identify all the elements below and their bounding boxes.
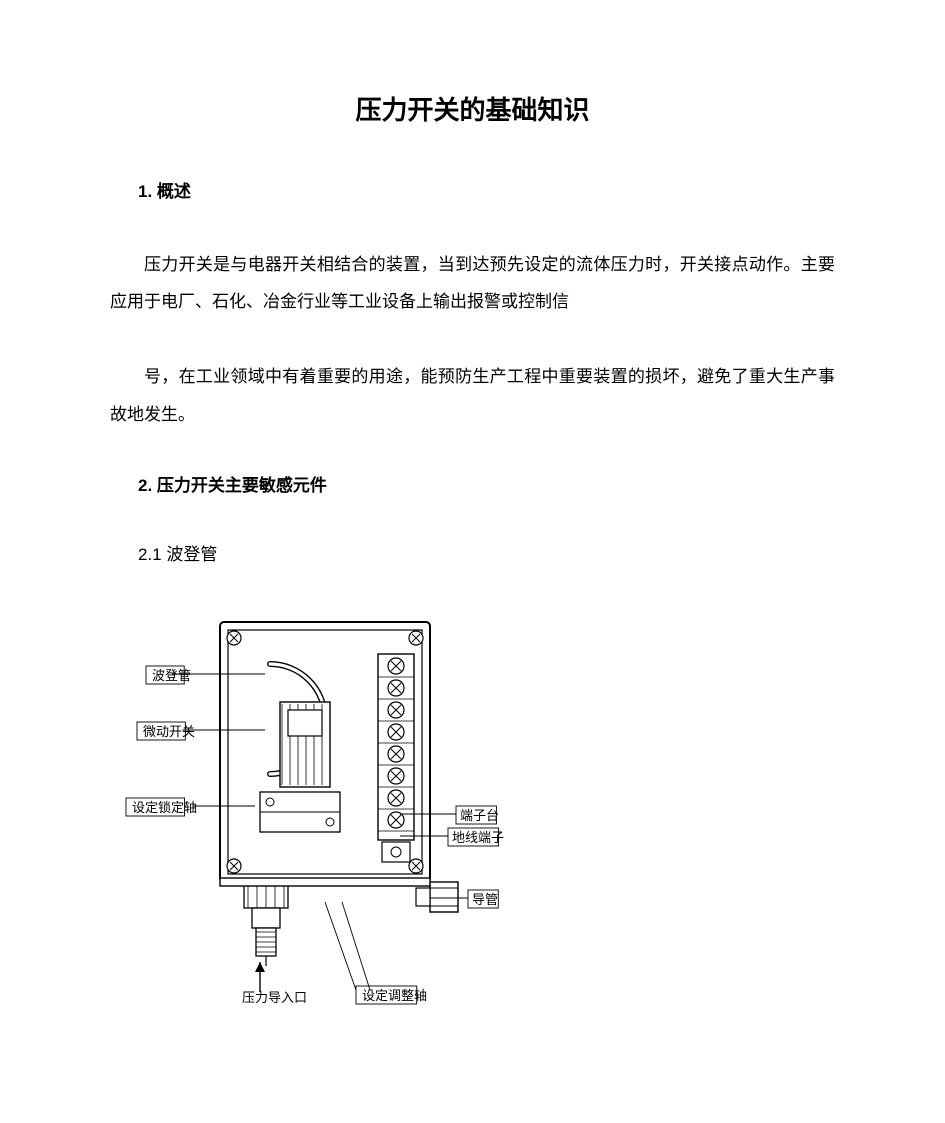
page-title: 压力开关的基础知识 (110, 90, 835, 127)
svg-text:设定调整轴: 设定调整轴 (362, 988, 427, 1003)
diagram-container: 波登管微动开关设定锁定轴端子台地线端子导管压力导入口 设定调整轴 (110, 602, 835, 1017)
svg-text:压力导入口: 压力导入口 (242, 990, 307, 1005)
section-1-heading: 1. 概述 (138, 177, 835, 208)
para-1: 压力开关是与电器开关相结合的装置，当到达预先设定的流体压力时，开关接点动作。主要… (110, 246, 835, 321)
svg-text:波登管: 波登管 (152, 668, 191, 683)
section-2-heading: 2. 压力开关主要敏感元件 (138, 471, 835, 502)
para-2: 号，在工业领域中有着重要的用途，能预防生产工程中重要装置的损坏，避免了重大生产事… (110, 358, 835, 433)
svg-text:导管: 导管 (472, 892, 498, 907)
section-2-1-heading: 2.1 波登管 (138, 540, 835, 571)
pressure-switch-diagram: 波登管微动开关设定锁定轴端子台地线端子导管压力导入口 设定调整轴 (110, 602, 530, 1012)
svg-text:微动开关: 微动开关 (143, 724, 195, 739)
svg-text:设定锁定轴: 设定锁定轴 (132, 800, 197, 815)
svg-text:地线端子: 地线端子 (452, 830, 504, 845)
svg-text:端子台: 端子台 (460, 808, 499, 823)
